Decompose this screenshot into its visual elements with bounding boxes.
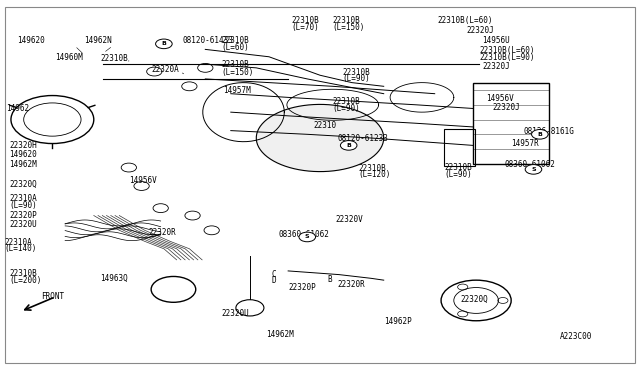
- Text: 14962M: 14962M: [9, 160, 36, 169]
- Polygon shape: [257, 105, 384, 171]
- Text: 22310B: 22310B: [291, 16, 319, 25]
- Text: 14956V: 14956V: [486, 94, 513, 103]
- Text: 22310B(L=60): 22310B(L=60): [479, 46, 535, 55]
- Text: 22310B(L=90): 22310B(L=90): [479, 53, 535, 62]
- Text: S: S: [531, 167, 536, 172]
- Text: 22320V: 22320V: [336, 215, 364, 224]
- Text: 22310A: 22310A: [4, 238, 33, 247]
- Text: 22310B(L=60): 22310B(L=60): [438, 16, 493, 25]
- Text: 22310B: 22310B: [221, 36, 249, 45]
- Text: 14957R: 14957R: [511, 139, 539, 148]
- Text: 22310A: 22310A: [9, 195, 36, 203]
- Text: 22310B: 22310B: [333, 97, 360, 106]
- Text: 22310: 22310: [314, 121, 337, 129]
- Text: 22310B: 22310B: [9, 269, 36, 278]
- Text: 14962: 14962: [6, 104, 29, 113]
- Text: 22320R: 22320R: [338, 280, 365, 289]
- Text: 14962N: 14962N: [84, 36, 112, 45]
- Text: (L=150): (L=150): [221, 68, 253, 77]
- Text: (L=90): (L=90): [342, 74, 370, 83]
- Text: 14962P: 14962P: [384, 317, 412, 326]
- Text: 22310B: 22310B: [444, 163, 472, 172]
- Text: B: B: [538, 132, 542, 137]
- Text: (L=90): (L=90): [444, 170, 472, 179]
- Text: A223C00: A223C00: [559, 332, 592, 341]
- Text: 22320U: 22320U: [9, 220, 36, 229]
- Circle shape: [299, 232, 316, 242]
- Text: 22310B: 22310B: [100, 54, 128, 63]
- Text: 08360-61062: 08360-61062: [278, 230, 330, 239]
- Text: B: B: [328, 275, 332, 283]
- Text: 149620: 149620: [17, 36, 45, 45]
- Text: 22310B: 22310B: [342, 68, 370, 77]
- Text: 22310B: 22310B: [333, 16, 360, 25]
- Text: (L=90): (L=90): [9, 201, 36, 210]
- Text: (L=200): (L=200): [9, 276, 42, 285]
- Text: C: C: [271, 270, 276, 279]
- Text: 14956V: 14956V: [129, 176, 157, 185]
- Text: 22320Q: 22320Q: [460, 295, 488, 304]
- Text: 22320P: 22320P: [288, 283, 316, 292]
- Circle shape: [525, 164, 541, 174]
- Text: (L=90): (L=90): [333, 104, 360, 113]
- Text: 22320P: 22320P: [9, 211, 36, 220]
- Text: FRONT: FRONT: [41, 292, 64, 301]
- Text: 22320H: 22320H: [9, 141, 36, 150]
- Text: 22320A: 22320A: [151, 65, 179, 74]
- Text: 08120-61433: 08120-61433: [183, 36, 234, 45]
- Text: 14957M: 14957M: [223, 86, 251, 95]
- Text: B: B: [161, 41, 166, 46]
- Text: 22310B: 22310B: [358, 164, 386, 173]
- Text: 22320Q: 22320Q: [9, 180, 36, 189]
- Text: 14960M: 14960M: [56, 53, 83, 62]
- Text: (L=70): (L=70): [291, 23, 319, 32]
- Text: 22310B: 22310B: [221, 60, 249, 70]
- Text: (L=150): (L=150): [333, 23, 365, 32]
- Text: 08360-61062: 08360-61062: [505, 160, 556, 169]
- Text: (L=140): (L=140): [4, 244, 37, 253]
- Circle shape: [156, 39, 172, 49]
- Text: 22320R: 22320R: [148, 228, 176, 237]
- Circle shape: [340, 141, 357, 150]
- Text: 22320J: 22320J: [483, 61, 510, 71]
- Text: 14962M: 14962M: [266, 330, 294, 339]
- Text: 22320U: 22320U: [221, 309, 249, 318]
- Bar: [473, 83, 549, 164]
- Circle shape: [532, 129, 548, 139]
- Text: 14963Q: 14963Q: [100, 274, 128, 283]
- Text: 22320J: 22320J: [492, 103, 520, 112]
- Text: 22320J: 22320J: [467, 26, 494, 35]
- Text: D: D: [271, 276, 276, 285]
- Text: S: S: [305, 234, 310, 240]
- Text: 08120-61233: 08120-61233: [338, 134, 388, 143]
- Text: (L=120): (L=120): [358, 170, 390, 179]
- Text: B: B: [346, 143, 351, 148]
- Text: 08126-8161G: 08126-8161G: [524, 127, 575, 136]
- Text: 14956U: 14956U: [483, 36, 510, 45]
- Text: (L=60): (L=60): [221, 43, 249, 52]
- Bar: [444, 129, 475, 166]
- Text: 149620: 149620: [9, 150, 36, 159]
